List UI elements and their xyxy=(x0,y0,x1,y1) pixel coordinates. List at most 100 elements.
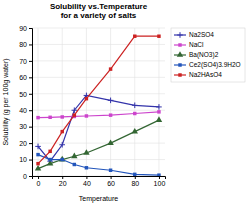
y-axis: 0102030405060708090 xyxy=(19,25,32,180)
point xyxy=(35,165,41,171)
y-tick-label: 80 xyxy=(19,41,27,48)
x-tick-label: 60 xyxy=(107,180,115,187)
grid-line-y xyxy=(32,93,165,94)
point xyxy=(73,163,76,166)
legend-label: Na2HAsO4 xyxy=(189,71,222,78)
x-tick-mark xyxy=(135,176,136,179)
y-tick: 70 xyxy=(19,58,32,65)
point xyxy=(83,149,89,155)
y-tick: 40 xyxy=(19,107,32,114)
series-line xyxy=(38,155,159,176)
grid-line-y xyxy=(32,110,165,111)
legend-label: NaCl xyxy=(189,41,204,48)
grid-line-x xyxy=(134,28,135,176)
y-tick-label: 30 xyxy=(19,123,27,130)
point xyxy=(109,113,112,116)
legend-label: Ce2(SO4)3.9H2O xyxy=(189,61,241,69)
point xyxy=(60,115,63,118)
point xyxy=(107,139,113,145)
y-tick-mark xyxy=(29,28,32,29)
title: Solubility vs.Temperaturefor a variety o… xyxy=(50,2,148,20)
legend-marker xyxy=(177,51,183,57)
point xyxy=(132,102,138,108)
grid-line-x xyxy=(158,28,159,176)
y-tick-label: 50 xyxy=(19,91,27,98)
y-tick: 80 xyxy=(19,41,32,48)
y-tick-mark xyxy=(29,143,32,144)
legend-item: Ce2(SO4)3.9H2O xyxy=(174,61,241,69)
point xyxy=(71,153,77,159)
point xyxy=(157,34,160,37)
point xyxy=(59,142,65,148)
x-tick: 20 xyxy=(59,176,67,187)
x-tick-mark xyxy=(111,176,112,179)
series-line xyxy=(38,112,159,118)
y-tick: 60 xyxy=(19,74,32,81)
y-tick-mark xyxy=(29,127,32,128)
y-tick: 30 xyxy=(19,123,32,130)
y-tick-label: 20 xyxy=(19,140,27,147)
grid-line-y xyxy=(32,28,165,29)
point xyxy=(157,173,160,176)
point xyxy=(109,169,112,172)
point xyxy=(36,116,39,119)
chart: 0204060801000102030405060708090Solubilit… xyxy=(0,0,247,204)
x-tick: 100 xyxy=(154,176,166,187)
point xyxy=(108,98,114,104)
y-tick-mark xyxy=(29,160,32,161)
y-tick-mark xyxy=(29,61,32,62)
point xyxy=(85,114,88,117)
y-tick: 10 xyxy=(19,156,32,163)
marks xyxy=(35,34,162,176)
y-axis-line xyxy=(29,29,33,177)
y-tick-mark xyxy=(29,77,32,78)
y-tick-label: 40 xyxy=(19,107,27,114)
legend-item: Na2SO4 xyxy=(174,31,214,38)
y-tick-mark xyxy=(29,94,32,95)
point xyxy=(156,104,162,110)
x-tick: 80 xyxy=(131,176,139,187)
point xyxy=(73,113,76,116)
point xyxy=(133,173,136,176)
point xyxy=(48,158,51,161)
series-points xyxy=(36,153,160,176)
point xyxy=(48,150,51,153)
grid-line-y xyxy=(32,143,165,144)
legend-marker xyxy=(178,73,181,76)
point xyxy=(85,166,88,169)
point xyxy=(85,97,88,100)
y-tick-label: 10 xyxy=(19,156,27,163)
grid-line-y xyxy=(32,44,165,45)
legend-marker xyxy=(177,32,183,38)
y-tick: 50 xyxy=(19,91,32,98)
point xyxy=(36,162,39,165)
series-line xyxy=(38,120,159,169)
point xyxy=(133,34,136,37)
y-tick-label: 60 xyxy=(19,74,27,81)
legend-marker xyxy=(178,63,181,66)
point xyxy=(36,153,39,156)
x-tick-mark xyxy=(159,176,160,179)
x-tick-mark xyxy=(62,176,63,179)
legend-item: Na2HAsO4 xyxy=(174,71,222,78)
x-axis: 020406080100 xyxy=(33,176,166,187)
point xyxy=(35,144,41,150)
grid-line-y xyxy=(32,60,165,61)
y-tick-mark xyxy=(29,44,32,45)
x-axis-line xyxy=(33,177,166,180)
x-tick-label: 0 xyxy=(37,180,41,187)
y-tick: 90 xyxy=(19,25,32,32)
x-tick: 60 xyxy=(107,176,115,187)
series-points xyxy=(36,110,160,119)
plot: 0204060801000102030405060708090 xyxy=(19,25,165,187)
y-tick-label: 70 xyxy=(19,58,27,65)
x-tick: 0 xyxy=(37,176,41,187)
legend-marker xyxy=(178,43,181,46)
y-axis-title: Solubility (g per 100g water) xyxy=(2,58,10,145)
series-line xyxy=(38,36,159,163)
point xyxy=(109,67,112,70)
x-tick-mark xyxy=(86,176,87,179)
legend-item: Ba(NO3)2 xyxy=(174,51,219,59)
series-points xyxy=(35,116,162,170)
point xyxy=(48,116,51,119)
